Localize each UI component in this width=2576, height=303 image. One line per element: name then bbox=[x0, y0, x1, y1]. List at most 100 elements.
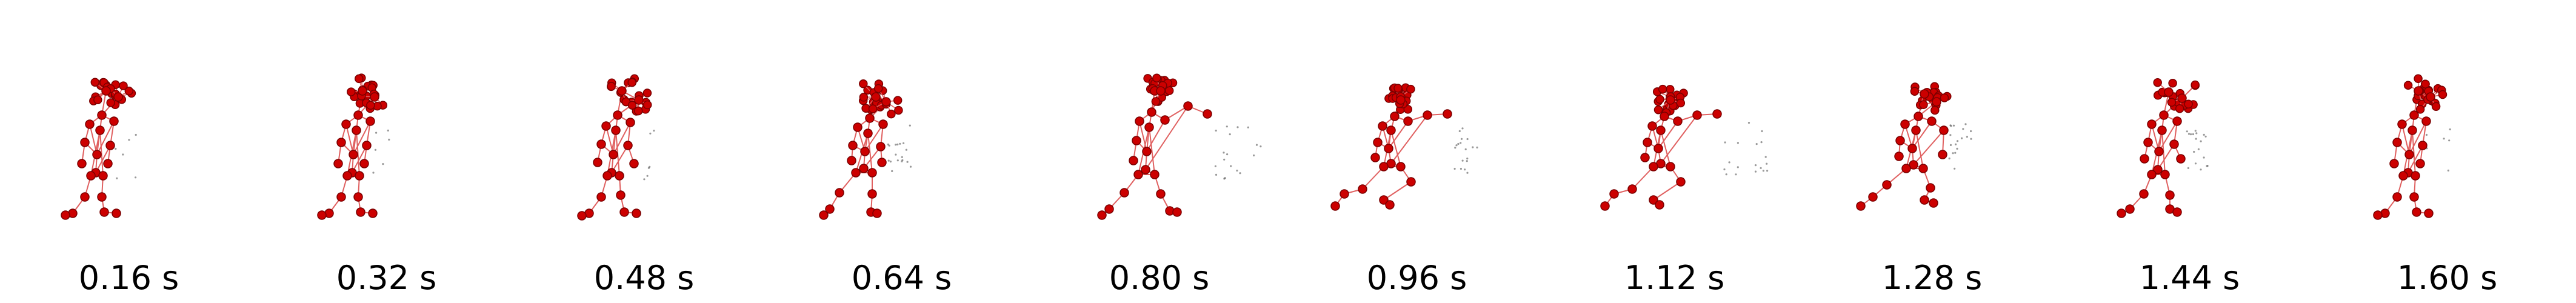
skeleton-joint bbox=[2421, 116, 2431, 126]
skeleton-joint bbox=[623, 141, 633, 150]
skeleton-joint bbox=[352, 125, 361, 135]
skeleton-joint bbox=[2409, 110, 2419, 120]
skeleton-joint bbox=[1379, 195, 1389, 205]
skeleton-joint bbox=[593, 158, 602, 167]
skeleton-joint bbox=[97, 192, 107, 202]
motion-trace-dot bbox=[2192, 133, 2194, 136]
skeleton-joint bbox=[353, 192, 363, 202]
skeleton-joint bbox=[2184, 99, 2193, 109]
skeleton-bone bbox=[1632, 166, 1654, 190]
motion-trace-dot bbox=[1970, 130, 1972, 133]
motion-trace-dot bbox=[1764, 156, 1767, 158]
skeleton-joint bbox=[86, 171, 96, 181]
motion-trace-dot bbox=[1754, 170, 1757, 173]
motion-trace-dot bbox=[2204, 135, 2207, 138]
skeleton-joint bbox=[873, 84, 883, 93]
skeleton-bone bbox=[1383, 181, 1412, 201]
skeleton-joint bbox=[859, 79, 868, 88]
motion-trace-dot bbox=[1464, 148, 1467, 150]
skeleton-bone bbox=[1145, 105, 1189, 170]
skeleton-joint bbox=[80, 192, 90, 202]
skeleton-joint bbox=[2424, 208, 2434, 218]
motion-trace-dot bbox=[901, 160, 903, 162]
motion-trace-dot bbox=[906, 161, 909, 163]
motion-trace-dot bbox=[372, 171, 375, 174]
motion-trace-dot bbox=[1472, 146, 1474, 148]
motion-trace-dot bbox=[649, 132, 652, 135]
time-label: 1.60 s bbox=[2397, 259, 2498, 297]
motion-trace-dot bbox=[1954, 167, 1956, 170]
skeleton-joint bbox=[1676, 98, 1686, 108]
motion-trace-dot bbox=[1723, 168, 1726, 171]
skeleton-joint bbox=[1393, 84, 1403, 93]
skeleton-joint bbox=[1396, 162, 1406, 171]
time-label: 0.80 s bbox=[1109, 259, 1210, 297]
skeleton-joint bbox=[2418, 141, 2428, 150]
motion-trace-dot bbox=[1223, 158, 1226, 161]
skeleton-joint bbox=[2169, 139, 2179, 149]
motion-trace-dot bbox=[909, 124, 911, 127]
skeleton-joint bbox=[1911, 125, 1921, 135]
skeleton-joint bbox=[347, 87, 356, 96]
skeleton-bone bbox=[1139, 121, 1147, 152]
motion-trace-dot bbox=[1955, 143, 1957, 145]
motion-trace-dot bbox=[1956, 147, 1958, 150]
skeleton-joint bbox=[365, 116, 375, 126]
skeleton-joint bbox=[627, 78, 636, 87]
motion-trace-dot bbox=[1476, 146, 1478, 148]
skeleton-joint bbox=[1658, 84, 1667, 94]
pose-frame-7: 1.12 s bbox=[1546, 0, 1803, 303]
skeleton-joint bbox=[819, 210, 829, 220]
skeleton-joint bbox=[1119, 188, 1129, 198]
pose-frame-6: 0.96 s bbox=[1288, 0, 1546, 303]
motion-trace-dot bbox=[896, 143, 899, 145]
skeleton-joint bbox=[1868, 192, 1878, 202]
skeleton-joint bbox=[1147, 107, 1156, 117]
pose-frame-1: 0.16 s bbox=[0, 0, 258, 303]
skeleton-joint bbox=[1692, 110, 1702, 120]
skeleton-bone bbox=[2409, 121, 2427, 155]
motion-trace-dot bbox=[1724, 141, 1726, 144]
skeleton-joint bbox=[1673, 116, 1683, 126]
skeleton-joint bbox=[2147, 170, 2157, 179]
skeleton-joint bbox=[1403, 116, 1413, 126]
skeleton-joint bbox=[1919, 100, 1928, 109]
skeleton-joint bbox=[1403, 105, 1413, 114]
skeleton-joint bbox=[2172, 116, 2182, 126]
skeleton-joint bbox=[627, 101, 637, 110]
skeleton-joint bbox=[1930, 105, 1940, 115]
motion-trace-dot bbox=[1260, 145, 1262, 148]
skeleton-joint bbox=[1172, 207, 1182, 217]
skeleton-joint bbox=[615, 171, 624, 181]
skeleton-joint bbox=[2165, 190, 2175, 200]
skeleton-joint bbox=[366, 101, 375, 110]
skeleton-joint bbox=[362, 141, 372, 150]
skeleton-joint bbox=[1330, 201, 1340, 211]
skeleton-joint bbox=[119, 81, 128, 90]
motion-trace-dot bbox=[1766, 170, 1769, 172]
skeleton-joint bbox=[1160, 115, 1170, 125]
motion-trace-dot bbox=[1236, 169, 1238, 172]
motion-trace-dot bbox=[1964, 123, 1967, 125]
skeleton-joint bbox=[1927, 116, 1937, 126]
skeleton-figure bbox=[61, 78, 137, 220]
skeleton-joint bbox=[1926, 183, 1935, 193]
skeleton-figure bbox=[1856, 82, 1972, 211]
skeleton-joint bbox=[865, 113, 875, 123]
skeleton-joint bbox=[1676, 177, 1686, 187]
motion-trace-dot bbox=[1466, 138, 1469, 141]
skeleton-joint bbox=[2168, 78, 2177, 88]
skeleton-joint bbox=[368, 208, 378, 218]
motion-trace-dot bbox=[903, 142, 905, 144]
skeleton-joint bbox=[355, 171, 364, 181]
motion-trace-dot bbox=[2203, 133, 2205, 136]
skeleton-joint bbox=[2414, 74, 2423, 84]
motion-trace-dot bbox=[1226, 153, 1229, 156]
skeleton-joint bbox=[2426, 92, 2435, 102]
skeleton-joint bbox=[93, 95, 102, 104]
skeleton-joint bbox=[1910, 87, 1920, 96]
skeleton-bone bbox=[1660, 115, 1698, 164]
skeleton-bone bbox=[1658, 121, 1678, 149]
motion-trace-dot bbox=[1761, 130, 1763, 133]
